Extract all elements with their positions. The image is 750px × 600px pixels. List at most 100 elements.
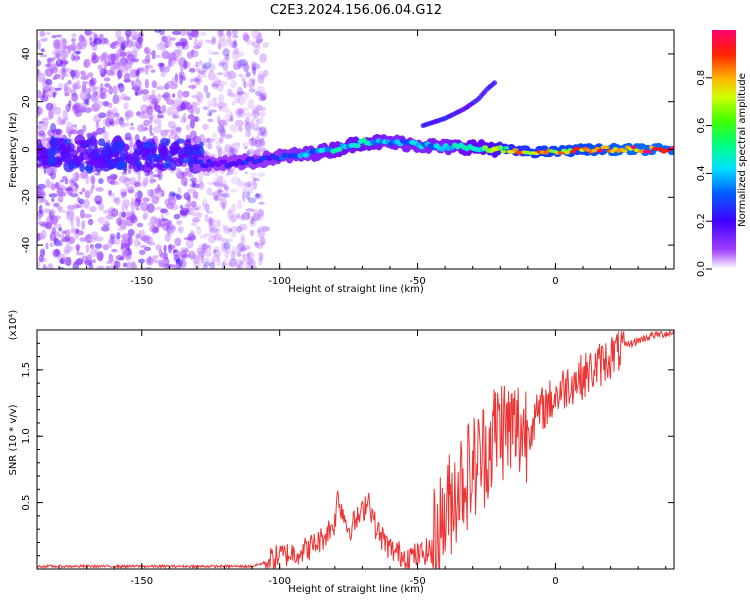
noise-blob: [217, 124, 225, 134]
ridge-core: [597, 149, 604, 153]
noise-blob: [214, 196, 222, 201]
noise-blob: [226, 173, 230, 177]
ridge-core: [603, 145, 610, 150]
noise-blob: [102, 244, 109, 251]
noise-blob: [243, 257, 253, 265]
noise-blob: [202, 106, 210, 111]
noise-blob: [255, 45, 261, 51]
noise-blob: [69, 177, 77, 187]
noise-blob: [43, 37, 48, 42]
noise-blob: [203, 85, 209, 93]
noise-blob: [51, 197, 55, 203]
noise-blob: [69, 193, 79, 198]
noise-blob: [84, 238, 91, 242]
y-tick-label: -20: [21, 189, 32, 205]
noise-blob: [237, 260, 245, 269]
noise-blob: [233, 39, 237, 46]
noise-blob: [228, 208, 233, 214]
noise-blob: [226, 88, 233, 97]
noise-blob: [258, 256, 263, 266]
noise-blob: [252, 209, 259, 214]
noise-blob: [208, 63, 216, 73]
noise-blob: [177, 186, 182, 195]
noise-blob: [45, 31, 51, 35]
noise-blob: [223, 134, 233, 139]
noise-blob: [96, 127, 104, 135]
noise-blob: [201, 64, 208, 73]
noise-blob: [216, 256, 221, 267]
noise-blob: [215, 140, 223, 145]
noise-blob: [231, 101, 236, 106]
noise-blob: [189, 118, 195, 129]
noise-blob: [57, 42, 67, 53]
noise-blob: [237, 178, 242, 183]
spectrogram-ticks: -150 -100 -50 0 -40 -20 0 20 40: [21, 30, 674, 287]
noise-blob: [211, 80, 220, 90]
noise-blob: [211, 36, 217, 44]
noise-blob: [50, 67, 58, 74]
noise-blob: [101, 225, 110, 232]
noise-blob: [232, 47, 239, 55]
noise-blob: [246, 149, 254, 156]
noise-band-blob: [100, 152, 105, 162]
noise-blob: [121, 211, 126, 218]
noise-blob: [252, 181, 258, 190]
noise-blob: [175, 42, 182, 47]
noise-blob: [189, 77, 194, 83]
colorbar-tick-label: 0.6: [696, 118, 707, 134]
noise-blob: [255, 90, 263, 96]
noise-blob: [254, 242, 260, 248]
noise-blob: [259, 137, 265, 146]
noise-blob: [200, 31, 207, 36]
noise-blob: [115, 117, 121, 126]
noise-blob: [174, 237, 182, 247]
noise-blob: [64, 104, 70, 110]
noise-band-blob: [184, 146, 195, 154]
noise-blob: [202, 243, 208, 253]
noise-band-blob: [72, 155, 83, 165]
noise-blob: [150, 216, 157, 226]
y-tick-label: 0: [21, 146, 32, 152]
noise-blob: [203, 246, 208, 254]
noise-blob: [215, 189, 225, 194]
noise-blob: [68, 100, 72, 108]
noise-blob: [102, 100, 110, 107]
noise-blob: [250, 120, 255, 130]
noise-blob: [102, 126, 106, 134]
noise-blob: [213, 233, 222, 241]
noise-blob: [44, 116, 52, 121]
noise-blob: [70, 226, 76, 232]
noise-blob: [251, 148, 255, 157]
noise-blob: [123, 72, 131, 83]
noise-blob: [238, 73, 244, 78]
noise-blob: [105, 214, 115, 220]
noise-blob: [216, 101, 226, 109]
noise-blob: [120, 42, 126, 51]
noise-blob: [226, 88, 233, 93]
spectrogram-ylabel: Frequency (Hz): [8, 112, 19, 188]
snr-ylabel: SNR (10 * v/v): [8, 404, 19, 475]
noise-blob: [142, 197, 150, 203]
noise-blob: [193, 76, 197, 82]
noise-blob: [222, 224, 228, 231]
colorbar-ticks: 0.0 0.2 0.4 0.6 0.8: [696, 70, 712, 277]
noise-blob: [45, 202, 51, 207]
noise-blob: [156, 42, 164, 51]
noise-blob: [206, 210, 213, 215]
noise-blob: [246, 211, 250, 221]
noise-blob: [182, 76, 186, 81]
noise-blob: [49, 233, 54, 242]
noise-blob: [237, 64, 243, 69]
noise-blob: [202, 123, 209, 131]
noise-blob: [63, 257, 70, 265]
noise-blob: [116, 232, 121, 240]
noise-blob: [236, 86, 244, 97]
noise-blob: [230, 188, 238, 193]
noise-blob: [190, 222, 198, 226]
noise-blob: [235, 48, 240, 56]
noise-blob: [207, 143, 213, 150]
noise-blob: [115, 255, 123, 261]
noise-blob: [196, 247, 205, 255]
noise-blob: [124, 132, 132, 141]
noise-blob: [116, 217, 122, 226]
